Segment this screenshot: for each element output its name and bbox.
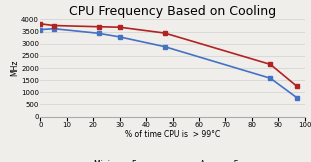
Title: CPU Frequency Based on Cooling: CPU Frequency Based on Cooling — [69, 5, 276, 18]
Line: Average Frequency: Average Frequency — [39, 22, 299, 88]
Line: Minimum Frequency: Minimum Frequency — [39, 27, 299, 99]
Average Frequency — [268, 63, 272, 65]
Average Frequency — [118, 26, 122, 28]
Average Frequency — [39, 23, 42, 25]
X-axis label: % of time CPU is  > 99°C: % of time CPU is > 99°C — [125, 130, 220, 139]
Average Frequency — [295, 85, 299, 87]
Legend: Minimum Frequency, Average Frequency: Minimum Frequency, Average Frequency — [69, 157, 276, 162]
Minimum Frequency — [52, 28, 55, 30]
Average Frequency — [52, 24, 55, 26]
Minimum Frequency — [295, 97, 299, 99]
Minimum Frequency — [118, 36, 122, 38]
Minimum Frequency — [97, 32, 100, 34]
Average Frequency — [97, 26, 100, 28]
Average Frequency — [163, 32, 166, 34]
Minimum Frequency — [268, 77, 272, 79]
Minimum Frequency — [39, 29, 42, 31]
Y-axis label: MHz: MHz — [11, 60, 20, 76]
Minimum Frequency — [163, 46, 166, 48]
